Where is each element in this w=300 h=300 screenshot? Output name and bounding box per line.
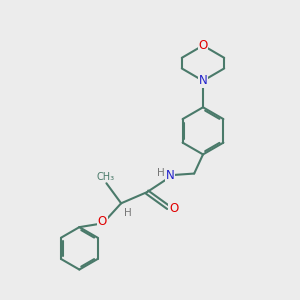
Text: N: N [199, 74, 207, 87]
Text: CH₃: CH₃ [97, 172, 115, 182]
Text: O: O [98, 215, 107, 228]
Text: H: H [124, 208, 131, 218]
Text: H: H [157, 168, 164, 178]
Text: N: N [166, 169, 174, 182]
Text: O: O [169, 202, 178, 214]
Text: O: O [198, 39, 208, 52]
